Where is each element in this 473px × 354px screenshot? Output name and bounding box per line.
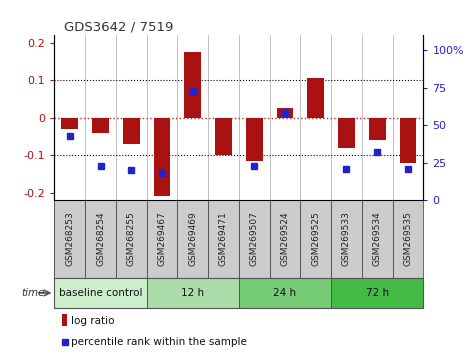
FancyBboxPatch shape [300, 200, 331, 278]
FancyBboxPatch shape [239, 278, 331, 308]
Bar [277, 108, 293, 118]
Text: GSM269467: GSM269467 [158, 212, 166, 266]
Bar [246, 118, 263, 161]
Text: GSM268255: GSM268255 [127, 212, 136, 266]
Text: GSM268253: GSM268253 [65, 212, 74, 266]
Text: GSM269524: GSM269524 [280, 212, 289, 266]
Bar [307, 79, 324, 118]
Text: GSM269533: GSM269533 [342, 211, 351, 267]
Text: percentile rank within the sample: percentile rank within the sample [71, 337, 247, 348]
Bar [62, 314, 67, 326]
Text: GDS3642 / 7519: GDS3642 / 7519 [64, 21, 173, 34]
FancyBboxPatch shape [239, 200, 270, 278]
Text: GSM269535: GSM269535 [403, 211, 412, 267]
Bar [400, 118, 416, 162]
Bar [369, 118, 385, 140]
Bar [154, 118, 170, 196]
Text: GSM269534: GSM269534 [373, 212, 382, 266]
Text: 12 h: 12 h [181, 288, 204, 298]
Bar [338, 118, 355, 148]
FancyBboxPatch shape [54, 278, 147, 308]
Text: GSM269471: GSM269471 [219, 212, 228, 266]
FancyBboxPatch shape [85, 200, 116, 278]
Text: log ratio: log ratio [71, 316, 114, 326]
FancyBboxPatch shape [362, 200, 393, 278]
Text: GSM268254: GSM268254 [96, 212, 105, 266]
Text: 72 h: 72 h [366, 288, 389, 298]
FancyBboxPatch shape [270, 200, 300, 278]
Bar [123, 118, 140, 144]
Text: GSM269525: GSM269525 [311, 212, 320, 266]
FancyBboxPatch shape [147, 200, 177, 278]
FancyBboxPatch shape [147, 278, 239, 308]
FancyBboxPatch shape [331, 278, 423, 308]
FancyBboxPatch shape [331, 200, 362, 278]
FancyBboxPatch shape [177, 200, 208, 278]
FancyBboxPatch shape [393, 200, 423, 278]
Bar [92, 118, 109, 133]
Bar [184, 52, 201, 118]
Bar [61, 118, 78, 129]
Text: time: time [21, 288, 45, 298]
Text: GSM269507: GSM269507 [250, 211, 259, 267]
FancyBboxPatch shape [208, 200, 239, 278]
Bar [215, 118, 232, 155]
Text: GSM269469: GSM269469 [188, 212, 197, 266]
Text: 24 h: 24 h [273, 288, 297, 298]
FancyBboxPatch shape [116, 200, 147, 278]
Text: baseline control: baseline control [59, 288, 142, 298]
FancyBboxPatch shape [54, 200, 85, 278]
